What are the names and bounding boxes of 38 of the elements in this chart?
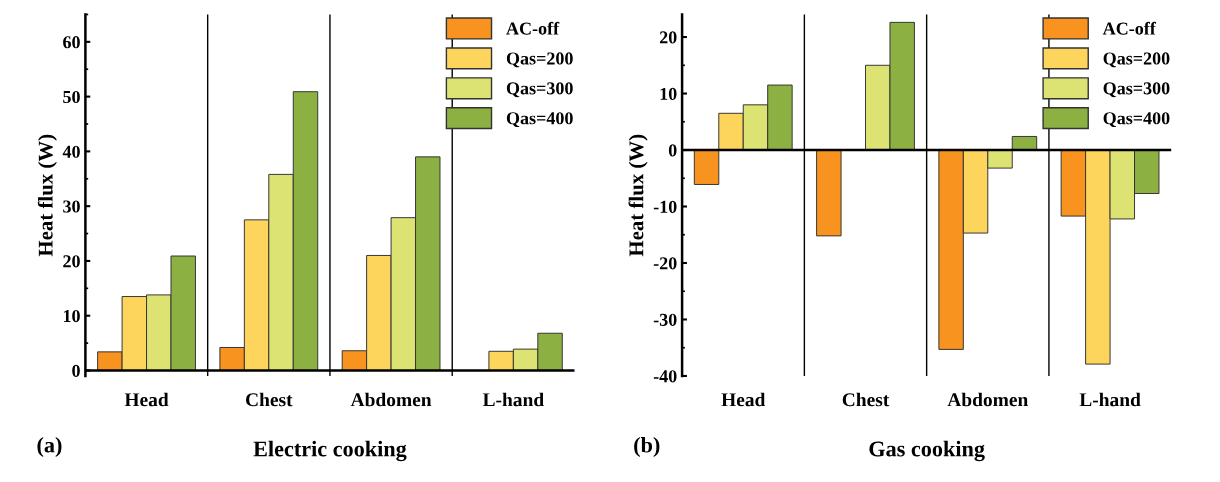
legend-label: Qas=200 <box>1103 52 1170 68</box>
x-tick-label: L-hand <box>1079 392 1141 407</box>
text: (a) <box>37 436 62 458</box>
y-tick-label: 30 <box>63 200 80 213</box>
text: (b) <box>634 436 660 458</box>
x-tick-label: Head <box>721 392 766 407</box>
y-axis-title: Heat flux (W) <box>628 134 648 257</box>
y-tick-label: 20 <box>659 31 677 44</box>
y-tick-label: 0 <box>72 364 80 377</box>
y-axis-title: Heat flux (W) <box>37 134 57 257</box>
bar <box>816 149 842 237</box>
legend-label: Qas=300 <box>506 82 573 98</box>
legend-label: Qas=400 <box>1103 112 1170 128</box>
y-tick-label: 0 <box>668 144 677 157</box>
x-tick-label: Abdomen <box>350 392 432 407</box>
x-axis-title: Electric cooking <box>253 440 407 462</box>
x-tick-label: Head <box>124 392 169 407</box>
y-tick-label: 40 <box>62 145 80 158</box>
y-tick-label: 60 <box>63 36 80 49</box>
x-tick-label: Chest <box>842 392 890 407</box>
x-axis-title: Gas cooking <box>869 440 985 462</box>
y-tick-label: -20 <box>653 257 677 270</box>
y-tick-label: -10 <box>653 200 677 213</box>
legend-label: AC-off <box>1102 21 1156 35</box>
legend-label: AC-off <box>506 21 560 35</box>
bar <box>693 149 720 185</box>
x-tick-label: L-hand <box>482 392 544 407</box>
y-tick-label: -30 <box>653 313 677 326</box>
y-tick-label: 20 <box>63 255 80 268</box>
legend-label: Qas=400 <box>506 112 573 128</box>
x-tick-label: Chest <box>246 392 293 407</box>
y-tick-label: -40 <box>653 370 677 383</box>
y-tick-label: 50 <box>63 90 80 104</box>
x-tick-label: Abdomen <box>947 392 1029 407</box>
y-tick-label: 10 <box>660 87 677 100</box>
legend-label: Qas=300 <box>1103 82 1170 98</box>
y-tick-label: 10 <box>63 309 80 323</box>
legend-label: Qas=200 <box>506 52 573 68</box>
